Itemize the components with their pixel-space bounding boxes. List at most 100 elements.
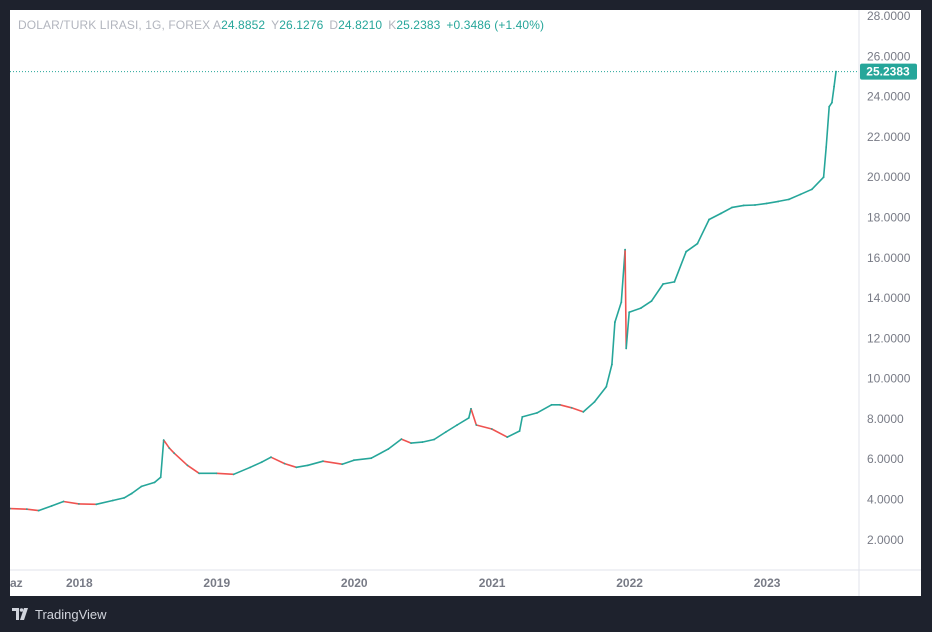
data-point xyxy=(614,321,616,324)
series-segment xyxy=(673,250,687,283)
series-segment xyxy=(811,176,825,191)
y-tick-label: 24.0000 xyxy=(867,90,911,104)
series-segment xyxy=(719,206,733,215)
series-segment xyxy=(260,456,272,464)
data-point xyxy=(232,473,235,476)
data-point xyxy=(611,363,613,366)
data-point xyxy=(822,176,825,179)
close-label: K xyxy=(388,18,397,32)
series-segment xyxy=(470,407,478,426)
series-segment xyxy=(421,438,435,443)
y-tick-label: 18.0000 xyxy=(867,210,911,224)
series-segment xyxy=(799,188,813,196)
y-tick-label: 12.0000 xyxy=(867,331,911,345)
data-point xyxy=(37,509,40,512)
data-point xyxy=(307,464,309,467)
series-segment xyxy=(624,248,628,350)
data-point xyxy=(270,456,272,459)
tradingview-label: TradingView xyxy=(35,606,107,622)
data-point xyxy=(640,307,642,309)
data-point xyxy=(550,403,553,406)
series-segment xyxy=(475,424,493,430)
series-segment xyxy=(456,417,470,426)
y-tick-label: 16.0000 xyxy=(867,251,911,265)
data-point xyxy=(322,460,324,463)
tradingview-branding[interactable]: TradingView xyxy=(12,605,107,623)
series-segment xyxy=(353,457,373,462)
series-segment xyxy=(159,439,165,479)
x-tick-label: 2019 xyxy=(203,576,230,590)
series-segment xyxy=(662,281,676,285)
data-point xyxy=(833,85,835,88)
y-tick-label: 2.0000 xyxy=(867,533,904,547)
data-point xyxy=(421,441,424,443)
change-value: +0.3486 (+1.40%) xyxy=(446,18,545,32)
data-point xyxy=(731,206,733,209)
data-point xyxy=(162,439,165,441)
data-point xyxy=(111,499,114,502)
data-point xyxy=(130,492,133,495)
data-point xyxy=(662,283,664,285)
data-point xyxy=(215,472,218,475)
data-point xyxy=(650,300,653,302)
data-point xyxy=(400,438,403,440)
y-tick-label: 28.0000 xyxy=(867,10,911,23)
series-segment xyxy=(307,460,324,467)
series-segment xyxy=(640,300,653,309)
data-point xyxy=(673,281,676,283)
series-segment xyxy=(570,406,585,413)
series-segment xyxy=(521,412,538,418)
series-segment xyxy=(295,464,309,469)
data-point xyxy=(370,457,373,460)
series-segment xyxy=(400,438,412,444)
price-chart[interactable]: 2.0000 4.0000 6.0000 8.0000 10.0000 12.0000 14… xyxy=(10,10,921,596)
data-point xyxy=(696,242,699,245)
series-segment xyxy=(833,70,837,88)
y-tick-label: 14.0000 xyxy=(867,291,911,305)
y-tick-label: 4.0000 xyxy=(867,492,904,506)
data-point xyxy=(742,204,745,207)
series-segment xyxy=(322,460,344,466)
data-point xyxy=(570,406,573,409)
x-axis[interactable]: az 2018 2019 2020 2021 2022 2023 xyxy=(10,576,781,590)
series-segment xyxy=(130,485,143,495)
series-segment xyxy=(215,472,235,476)
data-point xyxy=(410,442,412,444)
series-segment xyxy=(112,497,125,502)
data-point xyxy=(186,464,189,467)
series-segment xyxy=(831,85,835,104)
low-value: 24.8210 xyxy=(338,18,383,32)
data-point xyxy=(153,481,156,484)
data-point xyxy=(50,505,53,507)
data-point xyxy=(719,212,722,215)
series-segment xyxy=(685,242,699,253)
price-series xyxy=(10,70,837,512)
y-tick-label: 22.0000 xyxy=(867,130,911,144)
x-tick-label: az xyxy=(10,576,23,590)
data-point xyxy=(559,403,561,406)
series-segment xyxy=(270,456,286,465)
series-segment xyxy=(490,428,509,438)
y-axis[interactable]: 2.0000 4.0000 6.0000 8.0000 10.0000 12.0000 14… xyxy=(867,10,911,547)
data-point xyxy=(295,466,298,469)
data-point xyxy=(95,503,98,506)
price-tag-box xyxy=(860,63,917,80)
y-tick-label: 26.0000 xyxy=(867,49,911,63)
series-segment xyxy=(410,441,424,444)
data-point xyxy=(490,428,493,430)
data-point xyxy=(260,461,263,464)
data-point xyxy=(620,301,623,303)
data-point xyxy=(536,412,538,414)
data-point xyxy=(628,311,631,314)
y-tick-label: 20.0000 xyxy=(867,170,911,184)
symbol-legend[interactable]: DOLAR/TURK LIRASI, 1G, FOREX A24.8852 Y26… xyxy=(18,18,544,32)
series-segment xyxy=(37,505,53,512)
series-segment xyxy=(788,193,802,201)
data-point xyxy=(788,198,790,201)
data-point xyxy=(828,105,831,108)
series-segment xyxy=(10,507,28,511)
series-segment xyxy=(123,492,133,499)
series-segment xyxy=(444,424,458,433)
chart-panel[interactable]: 2.0000 4.0000 6.0000 8.0000 10.0000 12.0000 14… xyxy=(10,10,921,596)
